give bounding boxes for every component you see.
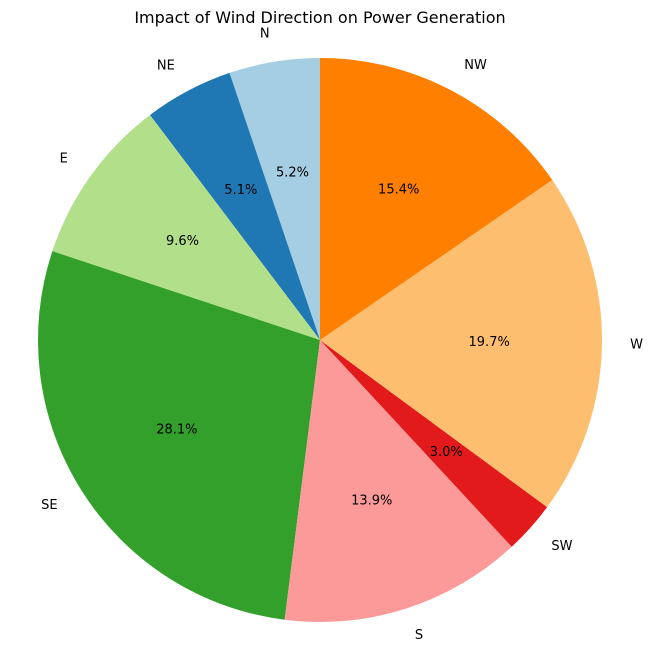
percent-labels: 5.2% 5.1% 9.6% 28.1% 13.9% 3.0% 19.7% 15.4%	[156, 166, 510, 509]
pie-slice-w	[320, 180, 602, 508]
pie-slice-ne	[149, 72, 320, 341]
category-label-nw: NW	[464, 58, 487, 73]
pie-slices	[38, 58, 602, 622]
pct-label-ne: 5.1%	[224, 183, 257, 198]
pct-label-w: 19.7%	[469, 335, 510, 350]
category-label-ne: NE	[157, 58, 175, 73]
category-label-se: SE	[41, 498, 57, 513]
pct-label-e: 9.6%	[166, 234, 199, 249]
pie-slice-n	[229, 58, 320, 340]
category-label-n: N	[260, 26, 270, 41]
pct-label-se: 28.1%	[156, 423, 197, 438]
category-labels: N NE E SE S SW W NW	[41, 26, 643, 642]
pie-slice-sw	[320, 340, 548, 547]
pct-label-nw: 15.4%	[378, 183, 419, 198]
category-label-w: W	[630, 337, 643, 352]
pie-slice-e	[52, 115, 320, 340]
chart-title: Impact of Wind Direction on Power Genera…	[134, 8, 505, 27]
category-label-s: S	[415, 628, 423, 643]
pct-label-s: 13.9%	[351, 494, 392, 509]
category-label-sw: SW	[551, 539, 572, 554]
pct-label-sw: 3.0%	[430, 445, 463, 460]
pie-slice-s	[284, 340, 512, 622]
category-label-e: E	[60, 152, 68, 167]
pie-slice-nw	[320, 58, 553, 340]
pct-label-n: 5.2%	[276, 166, 309, 181]
pie-slice-se	[38, 251, 321, 620]
